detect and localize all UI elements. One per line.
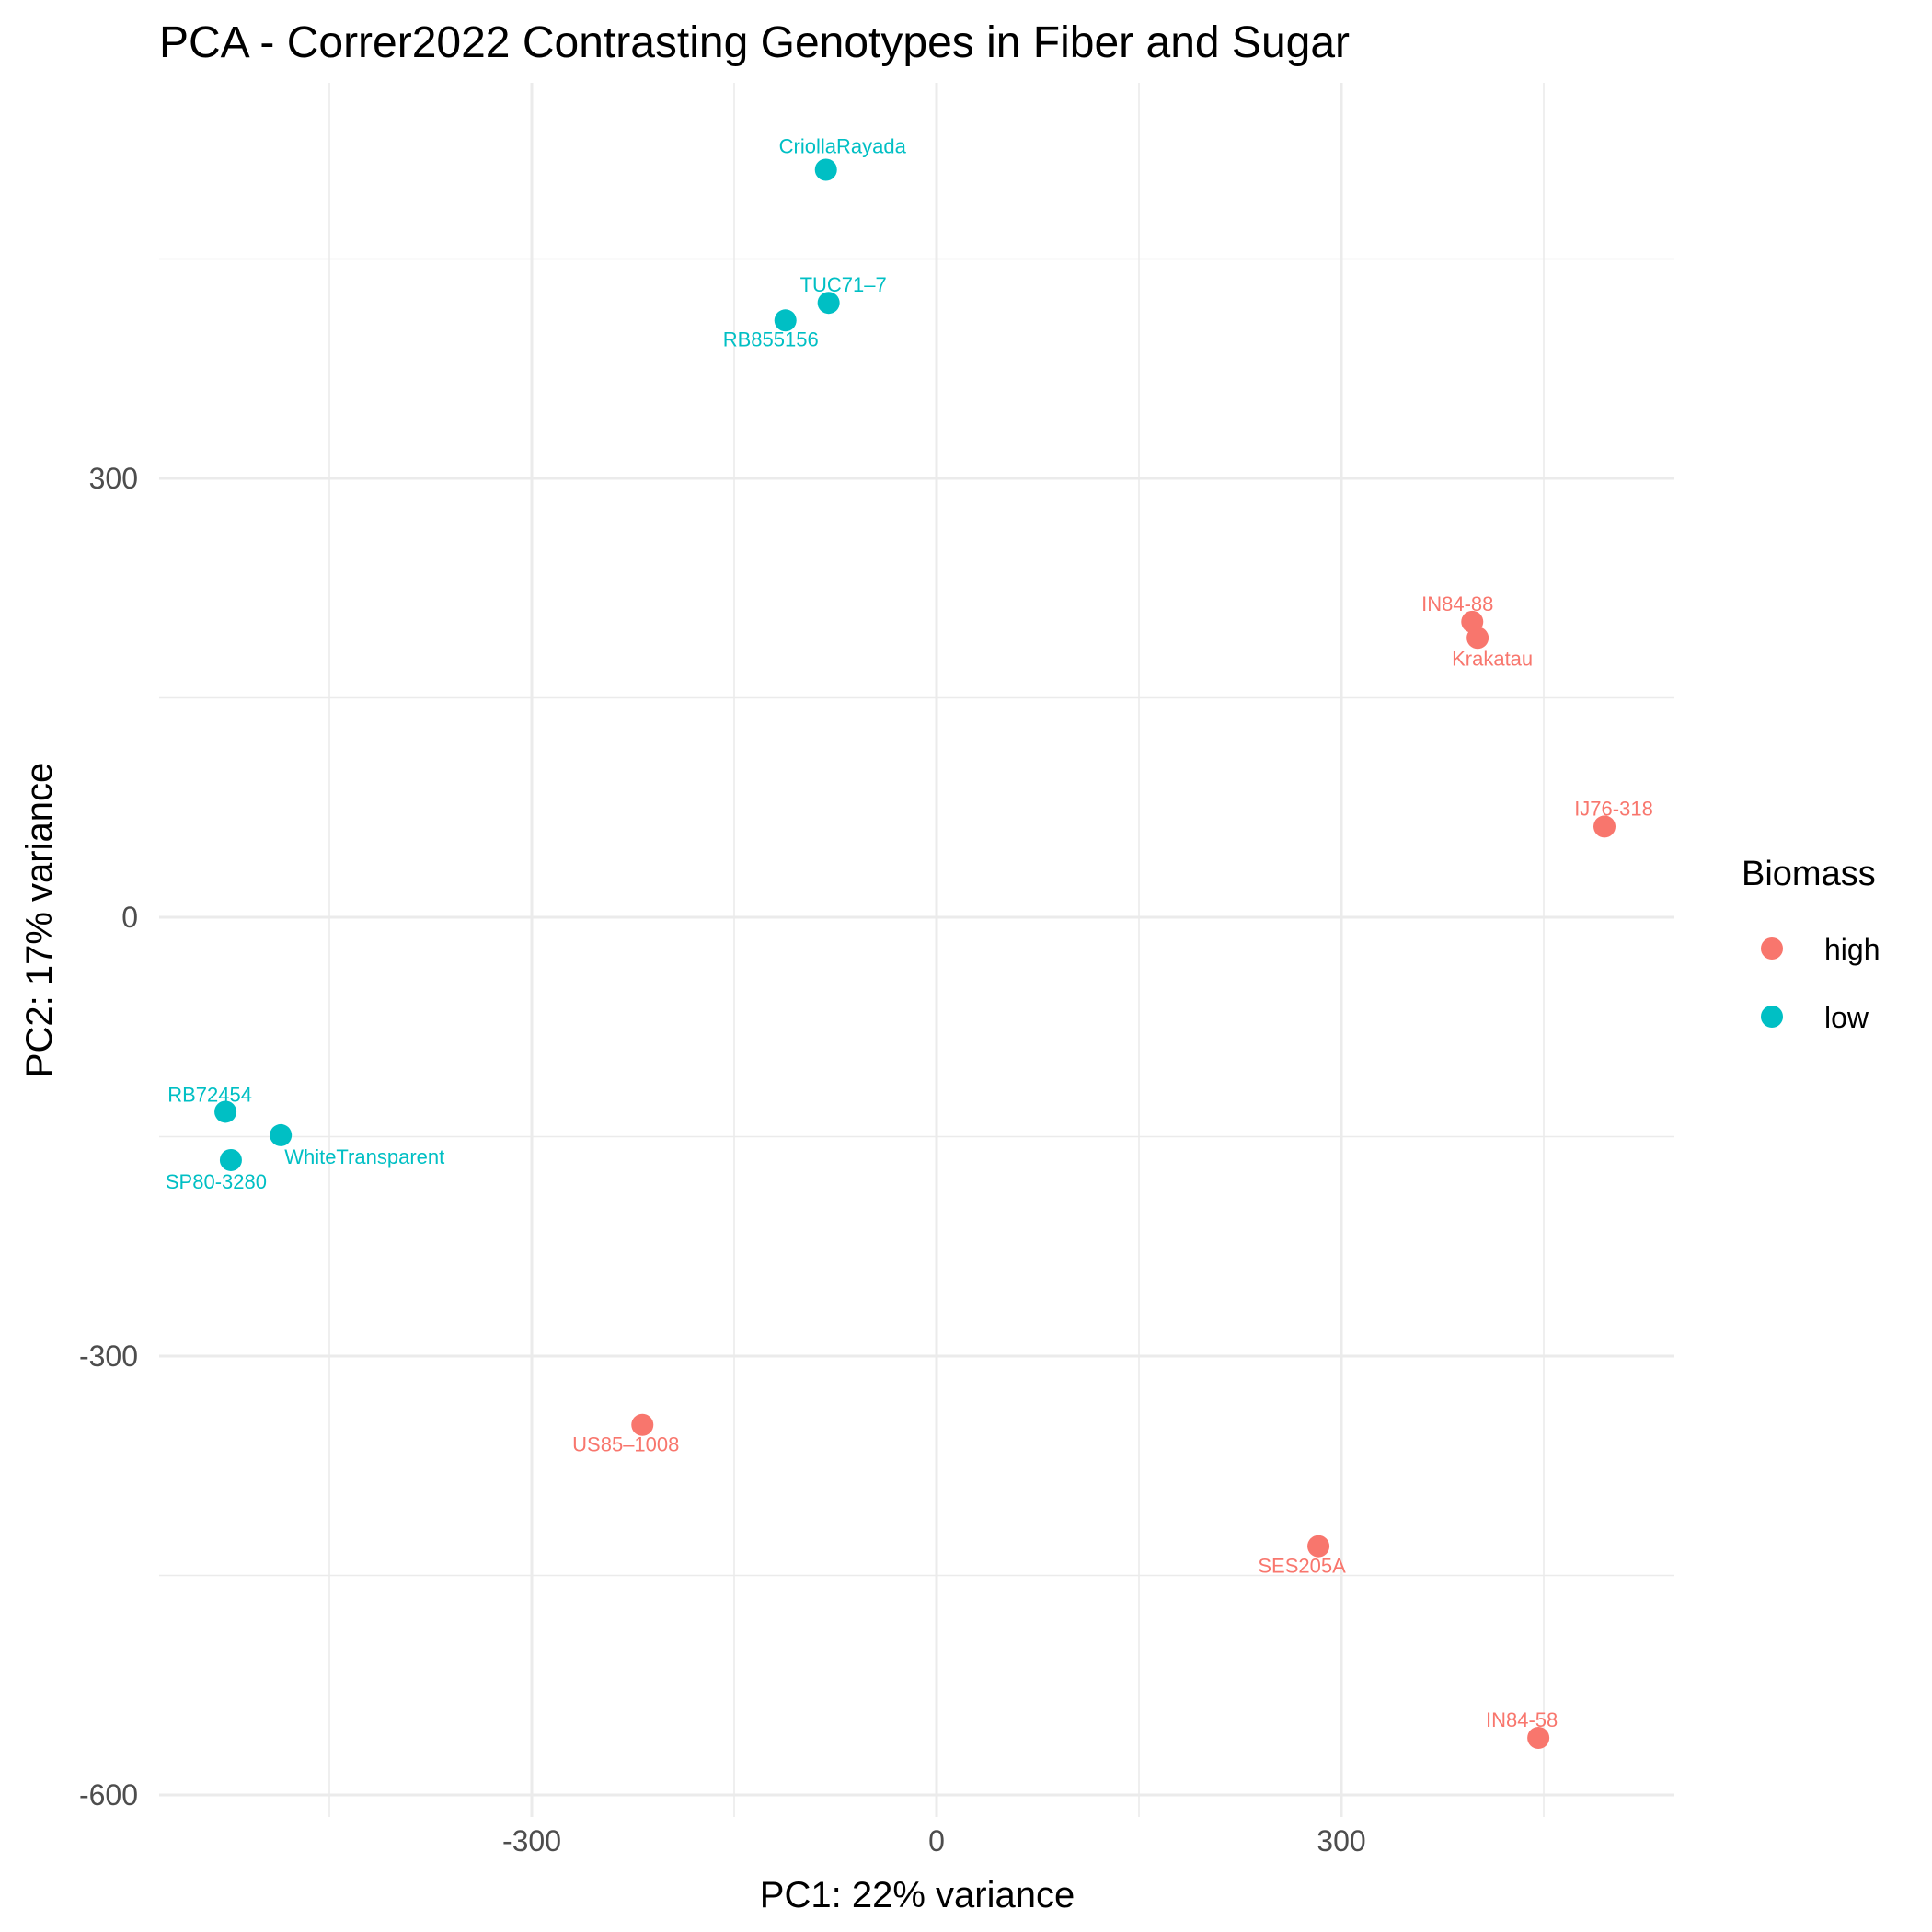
- point-label: US85–1008: [572, 1433, 679, 1456]
- y-axis-title: PC2: 17% variance: [19, 763, 60, 1077]
- x-axis-title: PC1: 22% variance: [760, 1875, 1075, 1915]
- point-label: CriollaRayada: [779, 135, 907, 158]
- point-label: SES205A: [1258, 1555, 1346, 1578]
- legend-label-high: high: [1824, 933, 1880, 966]
- y-tick-label: 300: [89, 462, 138, 495]
- scatter-point: [1593, 815, 1616, 838]
- point-label: IJ76-318: [1574, 797, 1653, 820]
- scatter-point: [817, 292, 840, 315]
- y-tick-label: 0: [121, 901, 138, 934]
- data-points: [214, 158, 1616, 1749]
- x-tick-label: -300: [502, 1824, 561, 1857]
- point-label: TUC71–7: [800, 273, 887, 296]
- scatter-point: [631, 1413, 654, 1436]
- scatter-point: [219, 1148, 242, 1171]
- x-tick-label: 300: [1317, 1824, 1365, 1857]
- x-tick-label: 0: [928, 1824, 945, 1857]
- legend-title: Biomass: [1742, 855, 1876, 893]
- y-tick-label: -300: [79, 1340, 138, 1373]
- point-label: IN84-88: [1421, 592, 1493, 615]
- scatter-point: [270, 1123, 293, 1146]
- chart-title: PCA - Correr2022 Contrasting Genotypes i…: [159, 18, 1350, 67]
- scatter-point: [774, 309, 797, 332]
- scatter-point: [1307, 1535, 1330, 1558]
- legend-key-high: [1761, 937, 1783, 960]
- scatter-point: [214, 1100, 237, 1123]
- point-label: RB855156: [723, 328, 819, 351]
- tick-labels: -300 0 300 -600 -300 0 300: [79, 462, 1366, 1857]
- legend: Biomass high low: [1742, 855, 1880, 1034]
- scatter-point: [1466, 627, 1489, 650]
- scatter-point: [814, 158, 837, 181]
- point-label: SP80-3280: [166, 1170, 267, 1193]
- point-label: IN84-58: [1486, 1708, 1558, 1731]
- point-label: WhiteTransparent: [284, 1145, 444, 1168]
- scatter-point: [1527, 1726, 1550, 1749]
- legend-key-low: [1761, 1006, 1783, 1028]
- y-tick-label: -600: [79, 1778, 138, 1811]
- legend-label-low: low: [1824, 1001, 1869, 1034]
- grid-lines: [159, 83, 1674, 1817]
- point-labels: CriollaRayada TUC71–7 RB855156 IN84-88 Kraka…: [166, 135, 1653, 1731]
- point-label: Krakatau: [1452, 647, 1533, 670]
- point-label: RB72454: [167, 1083, 252, 1106]
